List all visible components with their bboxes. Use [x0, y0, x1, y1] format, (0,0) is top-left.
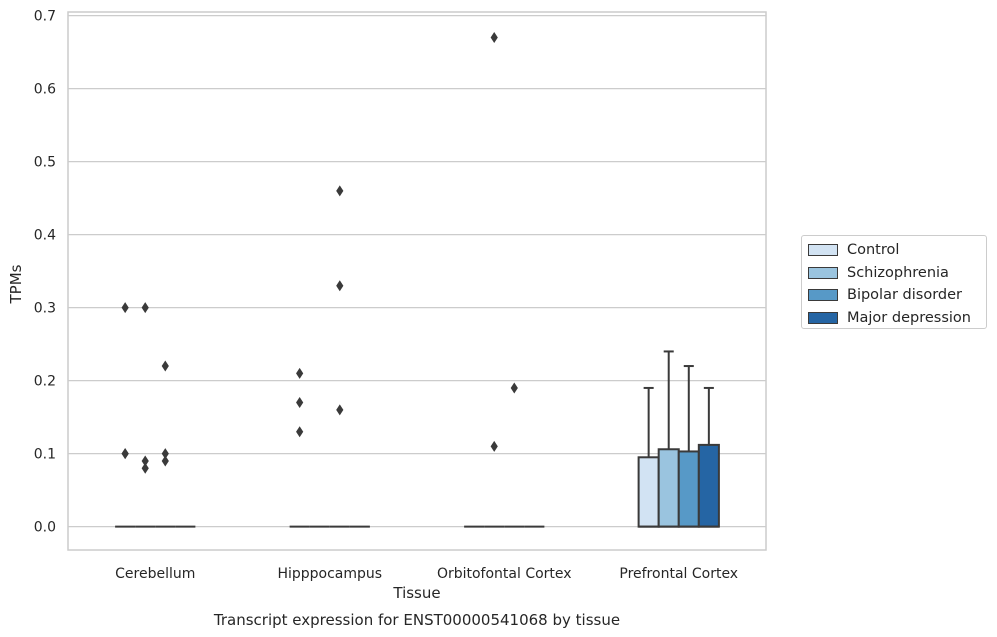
outlier-point — [141, 302, 149, 314]
outlier-point — [161, 455, 169, 467]
legend-item-schizophrenia: Schizophrenia — [808, 262, 986, 285]
chart-caption: Transcript expression for ENST0000054106… — [213, 611, 620, 629]
box-group — [135, 302, 156, 528]
x-axis-label: Tissue — [392, 584, 440, 602]
plot-frame — [67, 11, 767, 551]
legend-item-control: Control — [808, 239, 986, 262]
outlier-point — [121, 448, 129, 460]
box-group — [289, 367, 310, 528]
outlier-point — [141, 455, 149, 467]
legend-label-major-depression: Major depression — [847, 309, 971, 326]
legend-label-schizophrenia: Schizophrenia — [847, 264, 949, 281]
legend-swatch-control — [808, 244, 838, 257]
legend-swatch-bipolar-disorder — [808, 289, 838, 302]
box-marks — [115, 32, 720, 528]
box — [657, 448, 680, 528]
box — [697, 443, 720, 528]
outlier-point — [296, 426, 304, 438]
legend-swatch-major-depression — [808, 311, 838, 324]
legend-label-bipolar-disorder: Bipolar disorder — [847, 287, 962, 304]
x-axis-ticks: Cerebellum Hipppocampus Orbitofontal Corte… — [115, 566, 738, 582]
outlier-point — [336, 185, 344, 197]
outlier-point — [141, 462, 149, 474]
legend: Control Schizophrenia Bipolar disorder M… — [801, 235, 987, 329]
y-tick-label: 0.4 — [34, 228, 56, 244]
y-tick-label: 0.0 — [34, 520, 56, 536]
outlier-point — [336, 280, 344, 292]
legend-label-control: Control — [847, 242, 900, 259]
y-tick-label: 0.3 — [34, 301, 56, 317]
outlier-point — [161, 360, 169, 372]
box — [677, 450, 700, 528]
y-axis-ticks: 0.0 0.1 0.2 0.3 0.4 0.5 0.6 0.7 — [34, 9, 56, 536]
y-tick-label: 0.2 — [34, 374, 56, 390]
outlier-point — [296, 397, 304, 409]
outlier-point — [161, 448, 169, 460]
grid-lines — [68, 15, 766, 528]
outlier-point — [510, 382, 518, 394]
y-tick-label: 0.1 — [34, 447, 56, 463]
box-group — [115, 302, 136, 528]
y-tick-label: 0.5 — [34, 155, 56, 171]
outlier-point — [296, 367, 304, 379]
box-group — [504, 382, 525, 528]
x-tick-label: Hipppocampus — [277, 566, 382, 582]
y-axis-label: TPMs — [7, 264, 25, 304]
box-group — [637, 386, 660, 528]
legend-swatch-schizophrenia — [808, 266, 838, 279]
box-group — [697, 386, 720, 528]
x-tick-label: Orbitofontal Cortex — [437, 566, 572, 582]
legend-item-major-depression: Major depression — [808, 307, 986, 330]
x-tick-label: Cerebellum — [115, 566, 195, 582]
box — [637, 456, 660, 528]
outlier-point — [490, 32, 498, 44]
outlier-point — [121, 302, 129, 314]
box-group — [657, 350, 680, 528]
legend-item-bipolar-disorder: Bipolar disorder — [808, 284, 986, 307]
box-group — [677, 365, 700, 528]
y-tick-label: 0.7 — [34, 9, 56, 25]
box-group — [329, 185, 350, 528]
outlier-point — [336, 404, 344, 416]
outlier-point — [490, 440, 498, 452]
x-tick-label: Prefrontal Cortex — [619, 566, 738, 582]
y-tick-label: 0.6 — [34, 82, 56, 98]
box-group — [155, 360, 176, 528]
box-group — [484, 32, 505, 528]
